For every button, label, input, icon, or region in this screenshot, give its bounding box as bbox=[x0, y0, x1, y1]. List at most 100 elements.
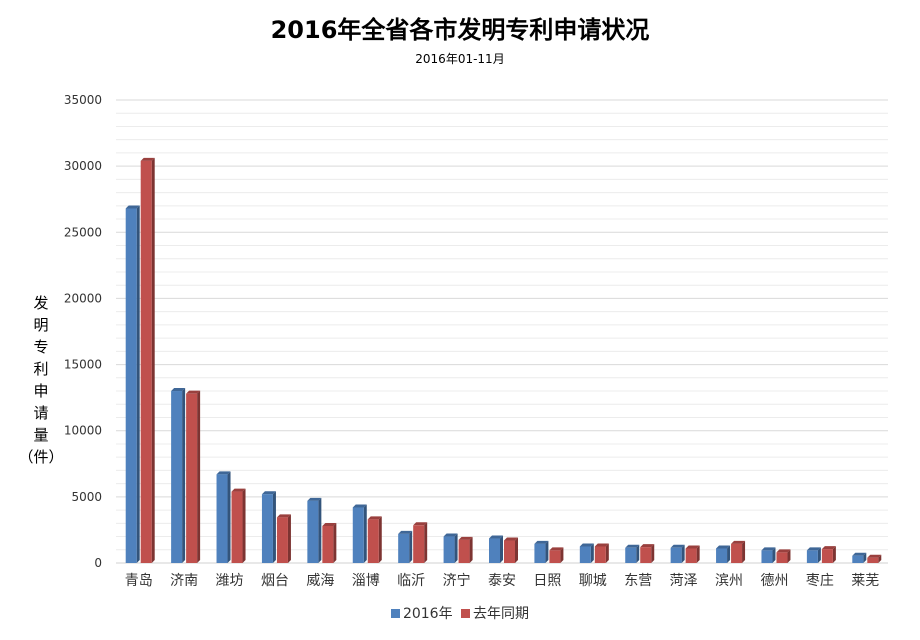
bar-2016 bbox=[625, 547, 637, 563]
bar-2016 bbox=[489, 538, 500, 563]
legend-swatch-2016 bbox=[390, 608, 400, 618]
bar-last-year-top bbox=[140, 157, 155, 161]
bar-2016-side bbox=[136, 205, 140, 563]
chart-title: 2016年全省各市发明专利申请状况 bbox=[270, 16, 650, 44]
bar-2016 bbox=[534, 543, 546, 563]
bar-last-year-top bbox=[504, 537, 518, 541]
bar-2016 bbox=[171, 391, 183, 563]
legend-item-2016: 2016年 bbox=[390, 603, 453, 623]
bar-last-year-side bbox=[696, 545, 700, 563]
bar-last-year bbox=[413, 525, 425, 563]
bar-last-year bbox=[186, 393, 198, 563]
chart-subtitle: 2016年01-11月 bbox=[415, 52, 505, 66]
bar-last-year-side bbox=[605, 543, 609, 563]
bar-last-year-side bbox=[651, 544, 655, 563]
x-tick-label: 济宁 bbox=[443, 572, 471, 589]
bar-2016-side bbox=[590, 543, 594, 563]
bar-last-year bbox=[640, 547, 652, 563]
bar-last-year bbox=[594, 546, 606, 563]
bar-last-year bbox=[549, 550, 561, 563]
legend-item-last-year: 去年同期 bbox=[461, 603, 529, 623]
bar-2016 bbox=[761, 550, 773, 563]
bar-2016-side bbox=[318, 497, 322, 563]
bar-last-year-top bbox=[413, 522, 428, 526]
y-axis-label-char: （件） bbox=[18, 448, 64, 466]
bar-2016-top bbox=[443, 533, 458, 537]
bar-2016-top bbox=[670, 544, 685, 548]
y-axis-label-char: 请 bbox=[33, 404, 49, 422]
bar-last-year-side bbox=[333, 522, 337, 563]
bar-last-year-side bbox=[378, 516, 382, 563]
bar-last-year-side bbox=[878, 554, 882, 563]
y-axis-label: 发 明 专 利 申 请 量 （件） bbox=[18, 292, 63, 468]
bar-2016-top bbox=[716, 545, 731, 549]
bar-2016-side bbox=[681, 544, 685, 563]
bar-2016-side bbox=[817, 547, 821, 563]
bar-last-year-top bbox=[685, 545, 700, 549]
bar-2016-top bbox=[852, 552, 867, 556]
bar-last-year-side bbox=[787, 549, 791, 563]
y-axis-label-char: 量 bbox=[33, 426, 49, 444]
bar-last-year-side bbox=[560, 547, 564, 563]
x-tick-label: 聊城 bbox=[579, 573, 607, 589]
bar-last-year-side bbox=[469, 536, 473, 563]
bar-last-year-top bbox=[231, 488, 246, 492]
y-tick-label: 35000 bbox=[64, 93, 102, 107]
bar-last-year-top bbox=[322, 522, 337, 526]
bar-last-year-top bbox=[776, 549, 791, 553]
bar-last-year-top bbox=[276, 514, 291, 518]
bar-last-year bbox=[231, 491, 243, 563]
bar-last-year bbox=[458, 539, 470, 563]
bar-2016-top bbox=[307, 497, 322, 501]
bar-2016-top bbox=[489, 535, 503, 539]
bar-2016-top bbox=[261, 491, 276, 495]
bar-2016 bbox=[398, 533, 410, 563]
bar-2016-side bbox=[182, 388, 186, 563]
y-tick-label: 5000 bbox=[71, 490, 102, 504]
bar-2016 bbox=[579, 546, 591, 563]
bar-last-year bbox=[776, 552, 788, 563]
y-axis-label-char: 发 bbox=[33, 294, 49, 312]
bar-last-year bbox=[731, 543, 743, 563]
bar-last-year-side bbox=[742, 540, 746, 563]
bar-last-year-side bbox=[287, 514, 291, 563]
bar-last-year-side bbox=[242, 488, 246, 563]
bar-2016 bbox=[352, 507, 364, 563]
bar-last-year bbox=[322, 525, 334, 563]
bar-last-year-top bbox=[186, 390, 201, 394]
bar-2016-top bbox=[398, 530, 413, 534]
x-tick-label: 临沂 bbox=[397, 573, 425, 589]
bar-2016-top bbox=[761, 547, 776, 551]
bar-2016-top bbox=[534, 540, 549, 544]
bar-2016-side bbox=[227, 471, 231, 563]
bar-2016-side bbox=[863, 552, 867, 563]
x-tick-label: 枣庄 bbox=[806, 572, 834, 589]
y-tick-label: 20000 bbox=[64, 291, 102, 305]
bar-2016-side bbox=[772, 547, 776, 563]
bar-2016-side bbox=[272, 491, 276, 563]
bar-2016 bbox=[125, 208, 137, 563]
bar-last-year bbox=[276, 517, 288, 563]
bar-2016 bbox=[443, 536, 455, 563]
bar-last-year-top bbox=[594, 543, 609, 547]
bar-2016-top bbox=[352, 504, 367, 508]
y-tick-label: 15000 bbox=[64, 358, 102, 372]
bar-last-year-top bbox=[367, 516, 382, 520]
bar-2016 bbox=[261, 494, 273, 563]
x-tick-label: 济南 bbox=[170, 573, 198, 589]
bar-last-year-side bbox=[424, 522, 428, 563]
x-tick-label: 德州 bbox=[760, 573, 788, 589]
bar-2016 bbox=[852, 555, 864, 563]
bar-last-year bbox=[867, 557, 879, 563]
bar-2016-top bbox=[125, 205, 140, 209]
bar-2016 bbox=[670, 547, 682, 563]
x-tick-label: 威海 bbox=[306, 573, 334, 589]
x-tick-label: 潍坊 bbox=[216, 573, 244, 589]
x-tick-label: 日照 bbox=[533, 573, 561, 589]
y-axis-label-char: 利 bbox=[33, 360, 49, 378]
bar-last-year-top bbox=[867, 554, 882, 558]
bar-2016-side bbox=[409, 530, 413, 563]
bar-last-year-top bbox=[640, 544, 655, 548]
bar-last-year bbox=[140, 160, 152, 563]
